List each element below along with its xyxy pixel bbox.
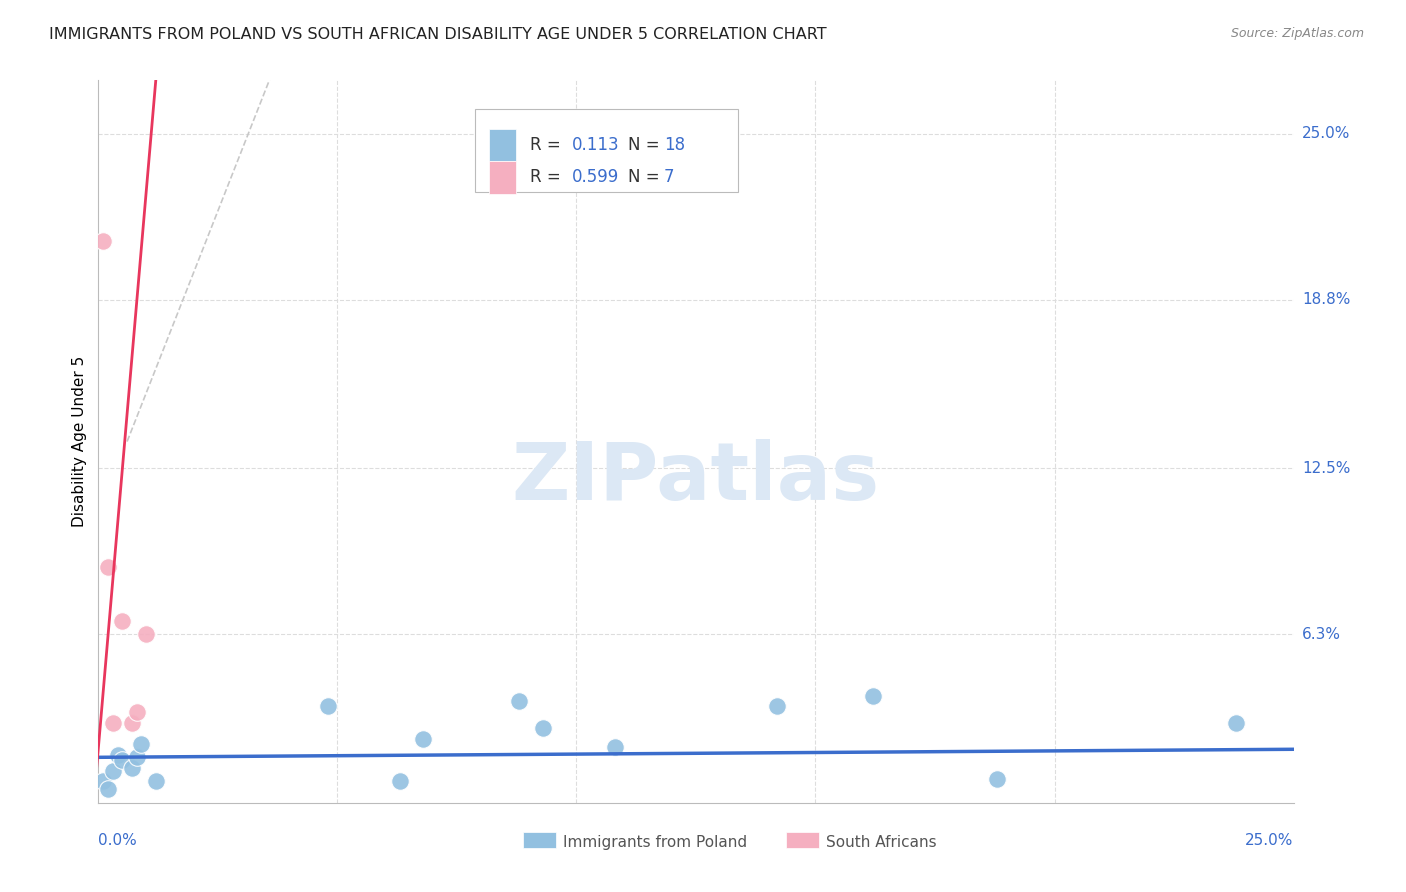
Point [111, 614, 134, 628]
Text: Immigrants from Poland: Immigrants from Poland [564, 835, 748, 850]
Point [135, 627, 157, 641]
Text: IMMIGRANTS FROM POLAND VS SOUTH AFRICAN DISABILITY AGE UNDER 5 CORRELATION CHART: IMMIGRANTS FROM POLAND VS SOUTH AFRICAN … [49, 27, 827, 42]
Point [125, 750, 148, 764]
Text: N =: N = [628, 136, 665, 154]
Point [91, 774, 114, 789]
Text: Source: ZipAtlas.com: Source: ZipAtlas.com [1230, 27, 1364, 40]
Point [125, 705, 148, 719]
FancyBboxPatch shape [475, 109, 738, 193]
Y-axis label: Disability Age Under 5: Disability Age Under 5 [72, 356, 87, 527]
Text: 6.3%: 6.3% [1302, 627, 1341, 641]
Point [91, 234, 114, 248]
Text: 0.0%: 0.0% [98, 833, 138, 848]
Point [111, 753, 134, 767]
Point [412, 731, 434, 746]
Text: 18.8%: 18.8% [1302, 293, 1350, 307]
Text: 18: 18 [664, 136, 685, 154]
Point [531, 721, 554, 735]
Point [131, 737, 153, 751]
Point [121, 715, 143, 730]
Text: R =: R = [530, 169, 565, 186]
Point [97, 782, 120, 797]
Point [986, 772, 1008, 786]
FancyBboxPatch shape [489, 128, 516, 161]
Text: ZIPatlas: ZIPatlas [512, 439, 880, 516]
Text: 7: 7 [664, 169, 675, 186]
Point [101, 764, 124, 778]
Point [97, 560, 120, 574]
Point [508, 694, 530, 708]
Point [388, 774, 411, 789]
Text: 0.113: 0.113 [572, 136, 619, 154]
Text: South Africans: South Africans [827, 835, 936, 850]
Point [101, 715, 124, 730]
Text: N =: N = [628, 169, 665, 186]
Point [603, 739, 626, 754]
FancyBboxPatch shape [523, 831, 557, 847]
Point [1225, 715, 1247, 730]
Text: 12.5%: 12.5% [1302, 461, 1350, 475]
Point [316, 699, 339, 714]
Point [145, 774, 167, 789]
FancyBboxPatch shape [489, 161, 516, 194]
Point [107, 747, 129, 762]
Text: 25.0%: 25.0% [1246, 833, 1294, 848]
Text: 25.0%: 25.0% [1302, 127, 1350, 141]
FancyBboxPatch shape [786, 831, 820, 847]
Point [862, 689, 884, 703]
Text: R =: R = [530, 136, 565, 154]
Point [766, 699, 789, 714]
Text: 0.599: 0.599 [572, 169, 619, 186]
Point [121, 761, 143, 775]
